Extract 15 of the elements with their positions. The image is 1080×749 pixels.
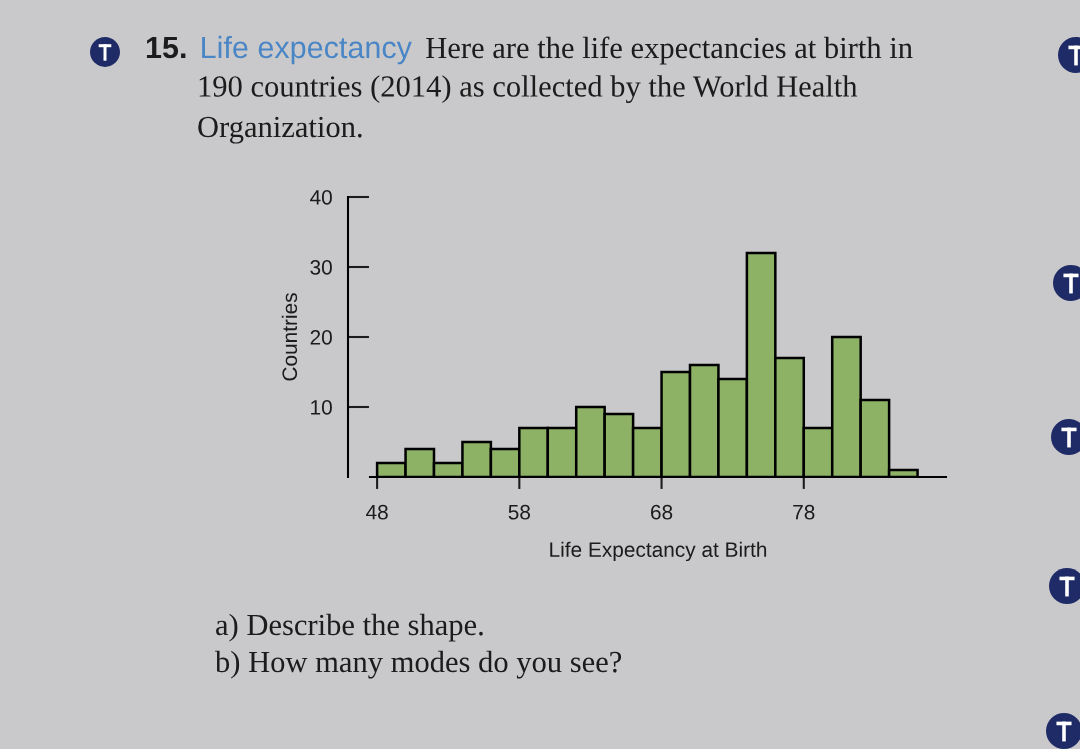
y-tick-label: 20 xyxy=(310,330,332,345)
text: a) Describe the shape. xyxy=(216,613,483,642)
text: b) How many modes do you see? xyxy=(215,650,622,679)
text: 190 countries (2014) as collected by the World Health Organization. xyxy=(198,75,858,144)
x-tick-label: 58 xyxy=(508,504,531,520)
x-tick-label: 78 xyxy=(793,504,815,520)
x-axis-title: Life Expectancy at Birth xyxy=(550,541,767,562)
x-tick-label: 48 xyxy=(366,504,388,520)
y-tick-label: 30 xyxy=(310,260,332,275)
chart-subtitle: Here are the life expectancies at birth in xyxy=(426,36,913,65)
chart-title: 15. Life expectancy xyxy=(146,35,412,65)
y-axis-title: Countries xyxy=(281,293,298,381)
y-tick-label: 10 xyxy=(311,400,332,415)
y-tick-label: 40 xyxy=(310,190,332,205)
x-tick-label: 68 xyxy=(651,504,673,520)
